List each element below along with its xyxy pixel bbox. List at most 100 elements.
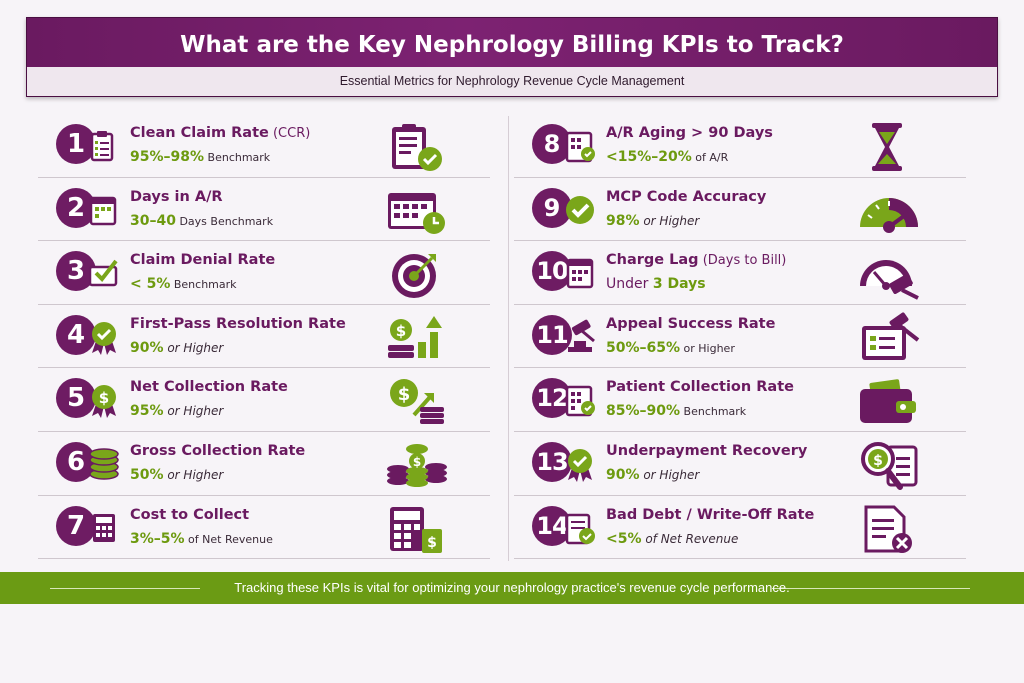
kpi-label: Claim Denial Rate	[130, 252, 275, 268]
kpi-row-3: 3 Claim Denial Rate < 5% Benchmark	[38, 241, 490, 305]
svg-text:$: $	[398, 384, 411, 405]
column-divider	[508, 116, 509, 561]
gauge-gavel-icon	[856, 248, 922, 300]
kpi-row-12: 12 Patient Collection Rate 85%–90% Bench…	[514, 368, 966, 432]
kpi-value-prefix: Under	[606, 276, 653, 293]
kpi-label-text: Underpayment Recovery	[606, 442, 808, 459]
footer-rule-right	[772, 588, 970, 589]
kpi-badge-icon	[562, 319, 598, 355]
kpi-row-11: 11 Appeal Success Rate 50%–65% or Higher	[514, 305, 966, 369]
kpi-label: Appeal Success Rate	[606, 316, 775, 332]
kpi-label: Bad Debt / Write-Off Rate	[606, 507, 814, 523]
kpi-label: Net Collection Rate	[130, 379, 288, 395]
money-growth-icon: $	[384, 312, 450, 364]
kpi-value-note: Days Benchmark	[175, 214, 274, 228]
kpi-label: Charge Lag (Days to Bill)	[606, 252, 786, 268]
kpi-label-text: A/R Aging > 90 Days	[606, 125, 773, 141]
kpi-badge-icon	[562, 382, 598, 418]
kpi-label: Days in A/R	[130, 189, 223, 205]
target-icon	[384, 248, 450, 300]
subtitle-bar: Essential Metrics for Nephrology Revenue…	[26, 67, 998, 97]
kpi-row-14: 14 Bad Debt / Write-Off Rate <5% of Net …	[514, 496, 966, 560]
document-gavel-icon	[856, 312, 922, 364]
kpi-badge-icon	[86, 192, 122, 228]
kpi-badge-icon	[86, 255, 122, 291]
kpi-row-9: 9 MCP Code Accuracy 98% or Higher	[514, 178, 966, 242]
footer-banner: Tracking these KPIs is vital for optimiz…	[0, 572, 1024, 604]
kpi-value-highlight: 85%–90%	[606, 403, 681, 420]
kpi-value-highlight: 95%	[130, 403, 164, 420]
svg-text:$: $	[873, 453, 883, 469]
kpi-badge-icon	[562, 446, 598, 482]
kpi-label-text: Days in A/R	[130, 188, 223, 205]
kpi-badge-icon	[86, 510, 122, 546]
wallet-icon	[856, 375, 922, 427]
kpi-label-text: First-Pass Resolution Rate	[130, 315, 346, 332]
kpi-number-badge: 9	[532, 187, 572, 228]
kpi-value-note: of Net Revenue	[184, 532, 273, 546]
kpi-badge-icon	[562, 510, 598, 546]
kpi-badge-icon	[86, 128, 122, 164]
kpi-value-note: or Higher	[163, 404, 224, 419]
kpi-label: Gross Collection Rate	[130, 443, 305, 459]
kpi-value: 50%–65% or Higher	[606, 340, 735, 356]
kpi-value-highlight: <15%–20%	[606, 149, 692, 165]
clipboard-check-icon	[384, 121, 450, 173]
kpi-value-highlight: <5%	[606, 530, 642, 547]
coin-stacks-icon: $	[384, 439, 450, 491]
kpi-value-highlight: 98%	[606, 212, 640, 229]
kpi-label-text: Gross Collection Rate	[130, 442, 306, 459]
kpi-row-13: 13 Underpayment Recovery 90% or Higher $	[514, 432, 966, 496]
kpi-badge-icon	[562, 192, 598, 228]
kpi-value: 95% or Higher	[130, 403, 223, 419]
kpi-number-badge: 5	[56, 378, 96, 419]
kpi-number-badge: 13	[532, 441, 572, 482]
svg-text:$: $	[396, 322, 406, 340]
kpi-number-badge: 14	[532, 505, 572, 546]
magnifier-dollar-icon: $	[856, 439, 922, 491]
kpi-badge-icon	[562, 128, 598, 164]
kpi-number-badge: 4	[56, 314, 96, 355]
kpi-label-suffix: (CCR)	[268, 126, 311, 141]
kpi-label: MCP Code Accuracy	[606, 189, 766, 205]
kpi-row-7: 7 Cost to Collect 3%–5% of Net Revenue $	[38, 496, 490, 560]
kpi-value: 50% or Higher	[130, 467, 223, 483]
kpi-value-note: of A/R	[691, 151, 729, 164]
kpi-label-text: Charge Lag	[606, 252, 699, 269]
svg-text:$: $	[427, 535, 437, 551]
gauge-icon	[856, 185, 922, 237]
kpi-row-1: 1 Clean Claim Rate (CCR) 95%–98% Benchma…	[38, 114, 490, 178]
kpi-value: 90% or Higher	[606, 467, 699, 483]
kpi-value-note: or Higher	[639, 467, 700, 482]
kpi-value-note: or Higher	[163, 467, 224, 482]
kpi-value-highlight: < 5%	[130, 276, 171, 293]
kpi-label-text: Clean Claim Rate	[130, 125, 269, 141]
kpi-label: Clean Claim Rate (CCR)	[130, 125, 310, 141]
document-x-icon	[856, 503, 922, 555]
kpi-label-text: MCP Code Accuracy	[606, 188, 767, 205]
kpi-value-highlight: 90%	[606, 466, 640, 483]
calculator-dollar-icon: $	[384, 503, 450, 555]
kpi-row-6: 6 Gross Collection Rate 50% or Higher $	[38, 432, 490, 496]
page-title: What are the Key Nephrology Billing KPIs…	[180, 32, 844, 58]
kpi-value-note: of Net Revenue	[641, 531, 739, 546]
kpi-value: < 5% Benchmark	[130, 276, 237, 292]
kpi-number-badge: 12	[532, 378, 572, 419]
kpi-number-badge: 1	[56, 124, 96, 164]
kpi-label-text: Net Collection Rate	[130, 379, 288, 396]
calendar-clock-icon	[384, 185, 450, 237]
kpi-value-highlight: 50%–65%	[606, 339, 681, 356]
kpi-value-note: or Higher	[639, 213, 700, 228]
kpi-value-highlight: 3%–5%	[130, 530, 185, 547]
kpi-value-note: Benchmark	[170, 278, 237, 292]
kpi-value-note: or Higher	[163, 340, 224, 355]
kpi-row-4: 4 First-Pass Resolution Rate 90% or High…	[38, 305, 490, 369]
kpi-value-note: Benchmark	[680, 405, 747, 419]
svg-text:$: $	[413, 455, 421, 469]
kpi-value: 3%–5% of Net Revenue	[130, 531, 273, 547]
kpi-label: First-Pass Resolution Rate	[130, 316, 346, 332]
kpi-value: <5% of Net Revenue	[606, 531, 738, 547]
kpi-value: <15%–20% of A/R	[606, 149, 728, 165]
kpi-value: 95%–98% Benchmark	[130, 149, 270, 165]
kpi-label-suffix: (Days to Bill)	[698, 253, 787, 269]
